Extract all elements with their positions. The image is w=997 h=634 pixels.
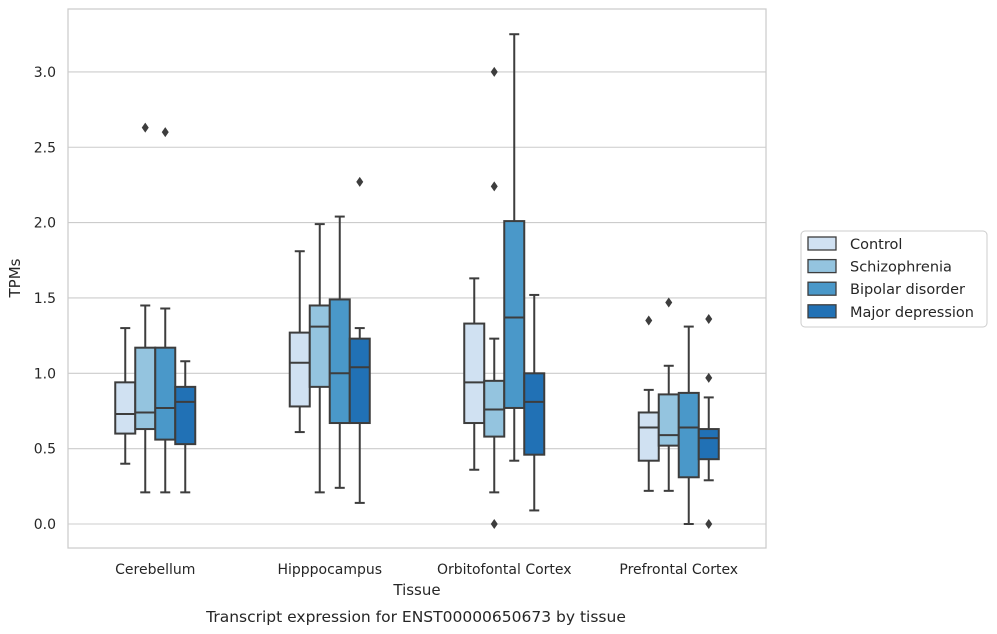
- y-tick-label: 3.0: [34, 65, 56, 81]
- legend: Control Schizophrenia Bipolar disorder Majo…: [800, 230, 988, 328]
- box-schizophrenia: [483, 66, 506, 529]
- box-iqr: [463, 322, 486, 425]
- box-iqr: [114, 381, 137, 435]
- outlier-point: [490, 66, 498, 77]
- outlier-point: [665, 297, 673, 308]
- chart-caption: Transcript expression for ENST0000065067…: [205, 608, 626, 626]
- legend-swatch: [807, 236, 837, 251]
- box-major-depression: [697, 314, 720, 529]
- x-axis-ticks: Cerebellum Hipppocampus Orbitofontal Corte…: [115, 562, 738, 578]
- legend-frame: [800, 230, 988, 328]
- y-axis-ticks: 0.0 0.5 1.0 1.5 2.0 2.5 3.0: [34, 65, 56, 533]
- box-bipolar-disorder: [503, 33, 526, 462]
- outlier-point: [645, 315, 653, 326]
- x-tick-label: Cerebellum: [115, 562, 195, 578]
- y-tick-label: 0.5: [34, 442, 56, 458]
- box-control: [463, 277, 486, 471]
- y-tick-label: 0.0: [34, 517, 56, 533]
- box-iqr: [328, 298, 351, 425]
- box-groups: [114, 33, 720, 529]
- y-tick-label: 2.5: [34, 140, 56, 156]
- outlier-point: [161, 127, 169, 138]
- y-tick-label: 1.0: [34, 366, 56, 382]
- box-iqr: [134, 346, 157, 431]
- legend-swatch: [807, 258, 837, 274]
- box-iqr: [697, 428, 720, 461]
- box-iqr: [348, 337, 371, 425]
- x-tick-label: Hipppocampus: [277, 562, 382, 578]
- x-axis-title: Tissue: [392, 581, 440, 599]
- box-control: [114, 327, 137, 465]
- box-schizophrenia: [657, 297, 680, 492]
- y-tick-label: 2.0: [34, 216, 56, 232]
- plot-frame: [67, 8, 767, 549]
- outlier-point: [705, 372, 713, 383]
- box-iqr: [523, 372, 546, 456]
- legend-label: Control: [850, 237, 902, 253]
- box-iqr: [677, 391, 700, 479]
- legend-label: Major depression: [850, 305, 974, 321]
- box-iqr: [503, 220, 526, 409]
- legend-swatch: [807, 304, 837, 319]
- box-major-depression: [348, 176, 371, 504]
- box-iqr: [308, 304, 331, 388]
- box-iqr: [637, 411, 660, 462]
- box-iqr: [288, 331, 311, 408]
- box-major-depression: [174, 360, 197, 494]
- x-tick-label: Orbitofontal Cortex: [437, 562, 572, 578]
- plot-area: [68, 9, 766, 548]
- box-control: [288, 250, 311, 434]
- box-major-depression: [523, 293, 546, 512]
- legend-label: Bipolar disorder: [850, 282, 965, 298]
- outlier-point: [490, 181, 498, 192]
- outlier-point: [705, 519, 713, 529]
- outlier-point: [356, 176, 364, 187]
- legend-label: Schizophrenia: [850, 260, 952, 276]
- y-tick-label: 1.5: [34, 291, 56, 307]
- x-tick-label: Prefrontal Cortex: [619, 562, 738, 578]
- box-iqr: [657, 393, 680, 447]
- outlier-point: [705, 314, 713, 325]
- box-iqr: [174, 385, 197, 446]
- outlier-point: [490, 519, 498, 529]
- y-axis-title: TPMs: [6, 258, 24, 298]
- box-iqr: [154, 346, 177, 441]
- box-bipolar-disorder: [154, 127, 177, 494]
- legend-swatch: [807, 281, 837, 296]
- outlier-point: [141, 122, 149, 133]
